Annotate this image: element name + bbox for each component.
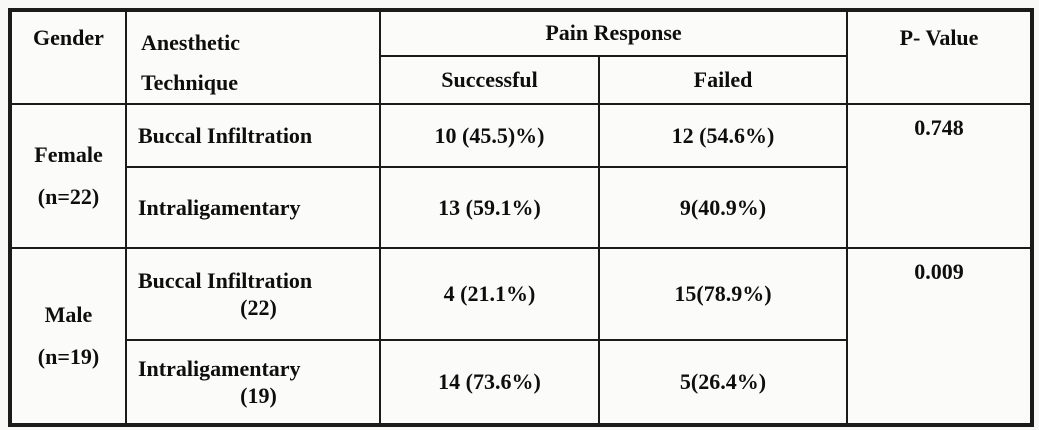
gender-female-count: (n=22) <box>37 184 100 210</box>
p-value-male: 0.009 <box>846 247 1034 427</box>
technique-label: Buccal Infiltration <box>138 267 313 293</box>
p-value-female: 0.748 <box>846 103 1034 250</box>
row-female-buccal: Female (n=22) Buccal Infiltration 10 (45… <box>9 103 1034 250</box>
header-anesthetic-technique: Anesthetic Technique <box>125 8 381 106</box>
technique-label: Intraligamentary <box>138 194 301 220</box>
failed-value-female-buccal: 12 (54.6%) <box>597 103 849 169</box>
header-anesthetic-line2: Technique <box>141 70 239 96</box>
technique-label: Intraligamentary <box>138 355 301 381</box>
technique-sublabel: (22) <box>240 295 277 321</box>
header-row-2: Successful Failed <box>10 54 1032 106</box>
header-pain-response: Pain Response <box>378 9 849 57</box>
pain-response-table: Gender Anesthetic Technique Pain Respons… <box>8 8 1035 428</box>
technique-cell-female-buccal: Buccal Infiltration <box>125 103 381 169</box>
technique-cell-male-intraligamentary: Intraligamentary (19) <box>125 339 381 427</box>
header-anesthetic-line1: Anesthetic <box>141 30 240 55</box>
row-female-intraligamentary: Intraligamentary 13 (59.1%) 9(40.9%) <box>10 166 1032 250</box>
gender-male-label: Male <box>44 302 93 328</box>
successful-value-female-buccal: 10 (45.5)%) <box>379 103 600 169</box>
header-p-value: P- Value <box>846 8 1034 106</box>
header-gender: Gender <box>9 8 127 106</box>
technique-cell-female-intraligamentary: Intraligamentary <box>125 166 381 250</box>
technique-sublabel: (19) <box>240 383 277 409</box>
row-male-intraligamentary: Intraligamentary (19) 14 (73.6%) 5(26.4%… <box>10 339 1032 427</box>
gender-group-male: Male (n=19) <box>9 247 127 427</box>
technique-cell-male-buccal: Buccal Infiltration (22) <box>125 247 381 342</box>
gender-group-female: Female (n=22) <box>9 103 127 250</box>
successful-value-female-intraligamentary: 13 (59.1%) <box>379 166 600 250</box>
failed-value-male-intraligamentary: 5(26.4%) <box>597 339 849 427</box>
header-row-1: Gender Anesthetic Technique Pain Respons… <box>9 8 1034 106</box>
technique-label: Buccal Infiltration <box>138 122 313 148</box>
gender-female-label: Female <box>34 142 103 168</box>
header-successful: Successful <box>379 54 600 106</box>
failed-value-male-buccal: 15(78.9%) <box>597 247 849 342</box>
header-failed: Failed <box>597 54 849 106</box>
failed-value-female-intraligamentary: 9(40.9%) <box>597 166 849 250</box>
successful-value-male-intraligamentary: 14 (73.6%) <box>379 339 600 427</box>
successful-value-male-buccal: 4 (21.1%) <box>379 247 600 342</box>
row-male-buccal: Male (n=19) Buccal Infiltration (22) 4 (… <box>9 247 1034 427</box>
gender-male-count: (n=19) <box>37 344 100 370</box>
